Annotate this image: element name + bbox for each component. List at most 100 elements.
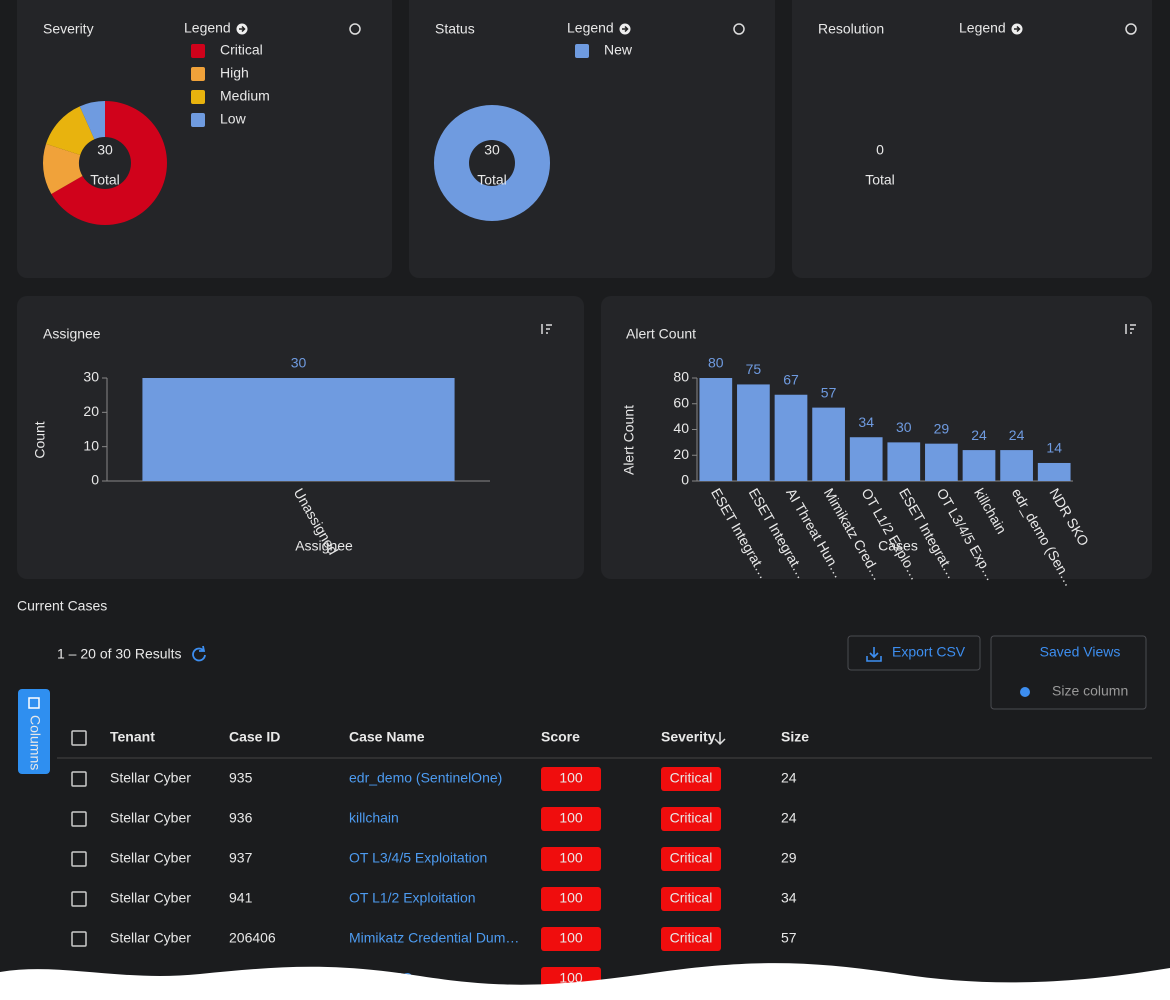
- columns-tab[interactable]: [18, 689, 50, 774]
- severity-badge: Critical: [670, 770, 713, 786]
- column-header[interactable]: Case Name: [349, 729, 425, 745]
- donut-slice: [51, 101, 167, 225]
- legend-swatch: [191, 44, 205, 58]
- donut-slice: [46, 106, 95, 155]
- total-label: Total: [865, 172, 895, 188]
- legend-title: Legend: [959, 20, 1006, 36]
- case-link[interactable]: killchain: [349, 810, 399, 826]
- bar: [812, 407, 845, 481]
- section-title: Current Cases: [17, 598, 107, 614]
- bar: [774, 394, 808, 481]
- bar: [142, 378, 455, 481]
- column-header[interactable]: Score: [541, 729, 580, 745]
- table-cell: 24: [781, 810, 797, 826]
- checkbox[interactable]: [71, 891, 87, 907]
- panel-title: Assignee: [43, 326, 101, 342]
- column-header[interactable]: Case ID: [229, 729, 280, 745]
- table-cell: Stellar Cyber: [110, 850, 191, 866]
- total-value: 30: [97, 142, 113, 158]
- menu-icon[interactable]: [349, 23, 361, 35]
- sort-icon[interactable]: [1125, 324, 1136, 334]
- score-badge: 100: [559, 770, 583, 786]
- sort-icon[interactable]: [541, 324, 552, 334]
- y-tick-label: 20: [83, 403, 99, 419]
- sort-arrow: [714, 732, 726, 746]
- donut-slice: [43, 143, 83, 194]
- total-label: Total: [477, 172, 507, 188]
- y-tick-label: 0: [91, 472, 99, 488]
- checkbox[interactable]: [71, 771, 87, 787]
- donut-slice: [79, 101, 105, 140]
- saved-views-label[interactable]: Saved Views: [1040, 644, 1121, 660]
- table-cell: Stellar Cyber: [110, 930, 191, 946]
- case-link[interactable]: OT L3/4/5 Exploitation: [349, 850, 487, 866]
- export-label[interactable]: Export CSV: [892, 644, 966, 660]
- checkbox[interactable]: [71, 931, 87, 947]
- severity-badge: Critical: [670, 890, 713, 906]
- bar-value-label: 29: [934, 420, 950, 436]
- arrow-glyph: [622, 25, 629, 33]
- menu-icon[interactable]: [733, 23, 745, 35]
- donut-slice: [433, 104, 551, 221]
- bar: [1000, 450, 1033, 481]
- bar: [849, 437, 883, 481]
- badge: [661, 767, 721, 791]
- panel-title: Severity: [43, 21, 94, 37]
- legend-label: Low: [220, 111, 247, 127]
- table-cell: 57: [781, 930, 797, 946]
- panel-title: Alert Count: [626, 326, 696, 342]
- severity-badge: Critical: [670, 810, 713, 826]
- y-tick-label: 20: [673, 446, 689, 462]
- export-button[interactable]: [847, 635, 981, 671]
- arrow-glyph: [239, 25, 246, 33]
- bar-value-label: 75: [746, 361, 762, 377]
- total-value: 0: [876, 142, 884, 158]
- legend-label: Critical: [220, 42, 263, 58]
- table-cell: 941: [229, 890, 253, 906]
- download-icon: [866, 647, 882, 662]
- bar-value-label: 14: [1046, 440, 1062, 456]
- badge: [541, 887, 601, 911]
- table-cell: Stellar Cyber: [110, 770, 191, 786]
- checkbox[interactable]: [71, 730, 87, 746]
- case-link[interactable]: OT L1/2 Exploitation: [349, 890, 476, 906]
- badge: [661, 847, 721, 871]
- checkbox[interactable]: [71, 811, 87, 827]
- column-header[interactable]: Size: [781, 729, 809, 745]
- score-badge: 100: [559, 970, 583, 986]
- saved-views-box[interactable]: [990, 635, 1147, 710]
- checkbox[interactable]: [71, 851, 87, 867]
- view-name[interactable]: Size column: [1052, 683, 1128, 699]
- score-badge: 100: [559, 850, 583, 866]
- results-count: 1 – 20 of 30 Results: [57, 646, 182, 662]
- bar-value-label: 30: [291, 355, 307, 371]
- bar-value-label: 57: [821, 384, 837, 400]
- view-dot: [1020, 687, 1030, 697]
- column-header[interactable]: Severity: [661, 729, 716, 745]
- table-cell: 936: [229, 810, 253, 826]
- x-axis-title: Assignee: [295, 538, 353, 554]
- refresh-icon[interactable]: [192, 645, 206, 662]
- bar-value-label: 67: [783, 371, 799, 387]
- menu-icon[interactable]: [1125, 23, 1137, 35]
- legend-swatch: [191, 67, 205, 81]
- column-header[interactable]: Tenant: [110, 729, 155, 745]
- severity-badge: Critical: [670, 850, 713, 866]
- table-cell: 24: [781, 770, 797, 786]
- badge: [661, 927, 721, 951]
- columns-icon: [28, 697, 40, 709]
- columns-tab-label[interactable]: Columns: [27, 715, 43, 770]
- badge: [541, 767, 601, 791]
- bar-value-label: 30: [896, 419, 912, 435]
- case-link[interactable]: Mimikatz Credential Dum…: [349, 930, 519, 946]
- badge: [541, 847, 601, 871]
- y-tick-label: 0: [681, 472, 689, 488]
- arrow-glyph: [1014, 25, 1021, 33]
- bar-value-label: 34: [858, 414, 874, 430]
- panel-title: Resolution: [818, 21, 884, 37]
- legend-swatch: [191, 90, 205, 104]
- total-value: 30: [484, 142, 500, 158]
- case-link[interactable]: edr_demo (SentinelOne): [349, 770, 502, 786]
- legend-label: High: [220, 65, 249, 81]
